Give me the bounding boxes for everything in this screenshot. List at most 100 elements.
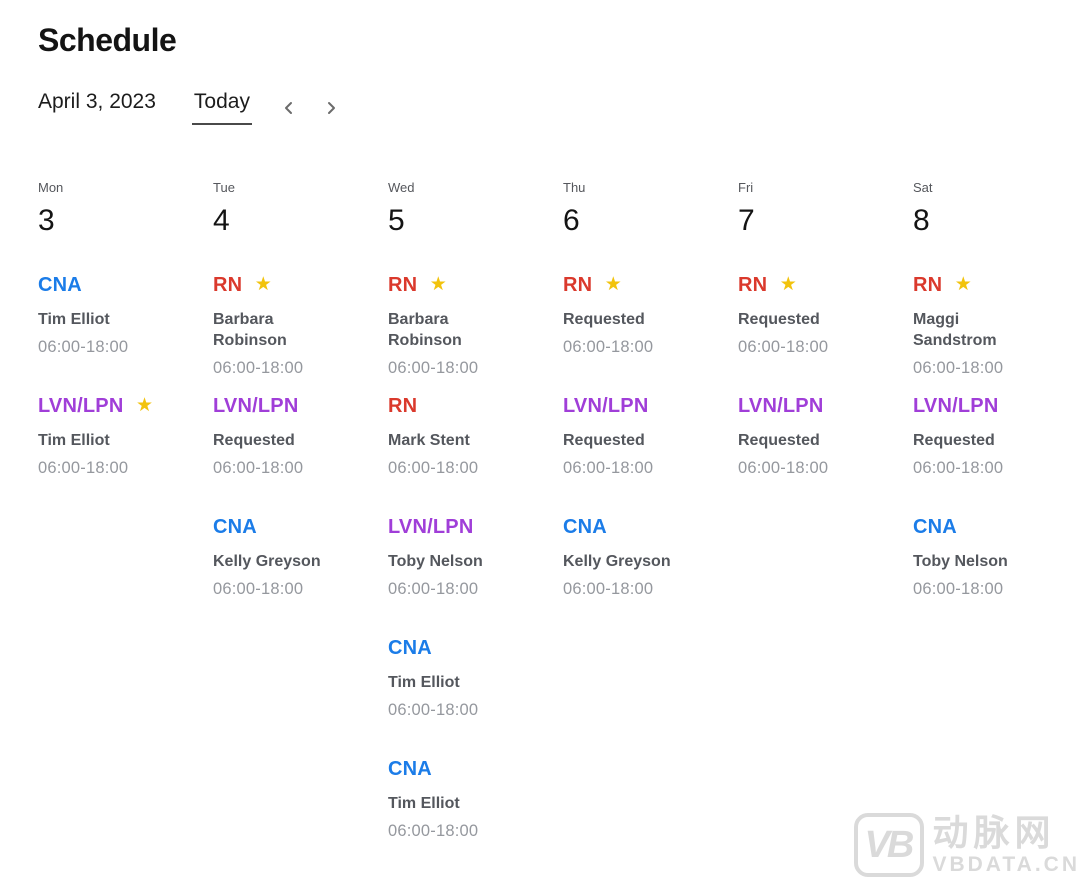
- shift-role-label: LVN/LPN: [913, 395, 999, 417]
- shift-time-range: 06:00-18:00: [913, 359, 1004, 377]
- shift-card[interactable]: RN ★ Requested 06:00-18:00: [738, 271, 913, 392]
- shift-role-label: RN: [563, 274, 593, 296]
- day-header: Fri 7: [738, 175, 913, 271]
- shift-card[interactable]: RN ★ Maggi Sandstrom 06:00-18:00: [913, 271, 1080, 392]
- shift-card[interactable]: CNA ★ Tim Elliot 06:00-18:00: [388, 755, 563, 876]
- shift-card[interactable]: CNA ★ Toby Nelson 06:00-18:00: [913, 513, 1080, 634]
- today-button[interactable]: Today: [191, 90, 252, 125]
- day-of-week-label: Wed: [388, 180, 415, 195]
- shift-role-row: CNA ★: [388, 757, 563, 783]
- shift-role-row: RN ★: [563, 273, 738, 299]
- shift-person-name: Barbara Robinson: [213, 311, 287, 349]
- shift-time-range: 06:00-18:00: [388, 822, 479, 840]
- shift-person-name: Requested: [738, 432, 820, 449]
- shift-role-label: CNA: [38, 274, 82, 296]
- star-icon: ★: [954, 274, 972, 295]
- shift-card[interactable]: RN ★ Barbara Robinson 06:00-18:00: [388, 271, 563, 392]
- shift-card[interactable]: CNA ★ Kelly Greyson 06:00-18:00: [563, 513, 738, 634]
- shift-role-label: LVN/LPN: [38, 395, 124, 417]
- shift-role-label: CNA: [563, 516, 607, 538]
- calendar-grid: Mon 3 CNA ★ Tim Elliot 06:00-18:00 LVN/L…: [38, 175, 1080, 876]
- shift-role-row: LVN/LPN ★: [38, 394, 213, 420]
- star-icon: ★: [604, 274, 622, 295]
- prev-period-button[interactable]: [282, 99, 295, 117]
- shift-person-name: Toby Nelson: [388, 553, 483, 570]
- star-icon: ★: [135, 395, 153, 416]
- shift-role-row: RN ★: [738, 273, 913, 299]
- shift-role-row: RN ★: [913, 273, 1080, 299]
- shift-time-range: 06:00-18:00: [563, 580, 654, 598]
- star-icon: ★: [254, 274, 272, 295]
- shift-card[interactable]: RN ★ Mark Stent 06:00-18:00: [388, 392, 563, 513]
- shift-role-label: CNA: [213, 516, 257, 538]
- shift-role-row: RN ★: [213, 273, 388, 299]
- shift-role-row: CNA ★: [913, 515, 1080, 541]
- shift-role-label: LVN/LPN: [213, 395, 299, 417]
- shift-time-range: 06:00-18:00: [563, 459, 654, 477]
- shift-card[interactable]: LVN/LPN ★ Requested 06:00-18:00: [563, 392, 738, 513]
- day-number: 6: [563, 204, 580, 237]
- shift-role-row: LVN/LPN ★: [913, 394, 1080, 420]
- day-header: Tue 4: [213, 175, 388, 271]
- day-of-week-label: Fri: [738, 180, 754, 195]
- chevron-right-icon: [325, 99, 338, 117]
- shift-time-range: 06:00-18:00: [738, 459, 829, 477]
- shift-role-label: LVN/LPN: [388, 516, 474, 538]
- next-period-button[interactable]: [325, 99, 338, 117]
- day-of-week-label: Thu: [563, 180, 586, 195]
- shift-person-name: Tim Elliot: [38, 432, 110, 449]
- shift-role-label: RN: [913, 274, 943, 296]
- day-header: Sat 8: [913, 175, 1080, 271]
- shift-card[interactable]: LVN/LPN ★ Requested 06:00-18:00: [213, 392, 388, 513]
- day-number: 8: [913, 204, 930, 237]
- shift-time-range: 06:00-18:00: [388, 459, 479, 477]
- shift-role-row: CNA ★: [388, 636, 563, 662]
- shift-card[interactable]: RN ★ Requested 06:00-18:00: [563, 271, 738, 392]
- current-date-label: April 3, 2023: [38, 90, 156, 113]
- day-header: Mon 3: [38, 175, 213, 271]
- shift-person-name: Requested: [563, 311, 645, 328]
- day-number: 3: [38, 204, 55, 237]
- shift-card[interactable]: RN ★ Barbara Robinson 06:00-18:00: [213, 271, 388, 392]
- shift-role-row: CNA ★: [213, 515, 388, 541]
- shift-time-range: 06:00-18:00: [913, 580, 1004, 598]
- shift-card[interactable]: CNA ★ Kelly Greyson 06:00-18:00: [213, 513, 388, 634]
- day-number: 5: [388, 204, 405, 237]
- day-number: 4: [213, 204, 230, 237]
- shift-person-name: Kelly Greyson: [563, 553, 671, 570]
- shift-card[interactable]: CNA ★ Tim Elliot 06:00-18:00: [388, 634, 563, 755]
- star-icon: ★: [429, 274, 447, 295]
- shift-role-label: RN: [388, 395, 418, 417]
- shift-role-label: RN: [388, 274, 418, 296]
- shift-person-name: Requested: [563, 432, 645, 449]
- shift-role-row: CNA ★: [563, 515, 738, 541]
- shift-time-range: 06:00-18:00: [388, 580, 479, 598]
- shift-time-range: 06:00-18:00: [213, 359, 304, 377]
- shift-person-name: Requested: [738, 311, 820, 328]
- shift-time-range: 06:00-18:00: [388, 359, 479, 377]
- day-of-week-label: Sat: [913, 180, 933, 195]
- day-header: Wed 5: [388, 175, 563, 271]
- shift-card[interactable]: LVN/LPN ★ Requested 06:00-18:00: [738, 392, 913, 513]
- shift-time-range: 06:00-18:00: [213, 459, 304, 477]
- shift-role-label: RN: [738, 274, 768, 296]
- shift-person-name: Barbara Robinson: [388, 311, 462, 349]
- shift-person-name: Requested: [913, 432, 995, 449]
- shift-role-label: CNA: [388, 758, 432, 780]
- shift-card[interactable]: CNA ★ Tim Elliot 06:00-18:00: [38, 271, 213, 392]
- shift-card[interactable]: LVN/LPN ★ Tim Elliot 06:00-18:00: [38, 392, 213, 513]
- shift-person-name: Mark Stent: [388, 432, 470, 449]
- shift-person-name: Maggi Sandstrom: [913, 311, 997, 349]
- shift-role-row: LVN/LPN ★: [738, 394, 913, 420]
- shift-role-row: CNA ★: [38, 273, 213, 299]
- shift-card[interactable]: LVN/LPN ★ Requested 06:00-18:00: [913, 392, 1080, 513]
- shift-role-label: LVN/LPN: [738, 395, 824, 417]
- star-icon: ★: [779, 274, 797, 295]
- shift-person-name: Requested: [213, 432, 295, 449]
- shift-role-row: LVN/LPN ★: [213, 394, 388, 420]
- day-of-week-label: Tue: [213, 180, 235, 195]
- shift-card[interactable]: LVN/LPN ★ Toby Nelson 06:00-18:00: [388, 513, 563, 634]
- shift-person-name: Tim Elliot: [388, 674, 460, 691]
- shift-time-range: 06:00-18:00: [388, 701, 479, 719]
